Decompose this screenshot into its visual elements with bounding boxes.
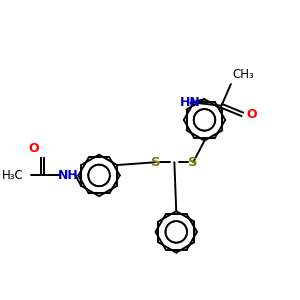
Text: NH: NH	[58, 169, 78, 182]
Text: O: O	[28, 142, 39, 155]
Text: HN: HN	[180, 96, 201, 110]
Text: H₃C: H₃C	[2, 169, 24, 182]
Text: O: O	[246, 108, 256, 121]
Text: CH₃: CH₃	[233, 68, 254, 81]
Text: S: S	[151, 156, 160, 169]
Text: S: S	[188, 156, 198, 169]
